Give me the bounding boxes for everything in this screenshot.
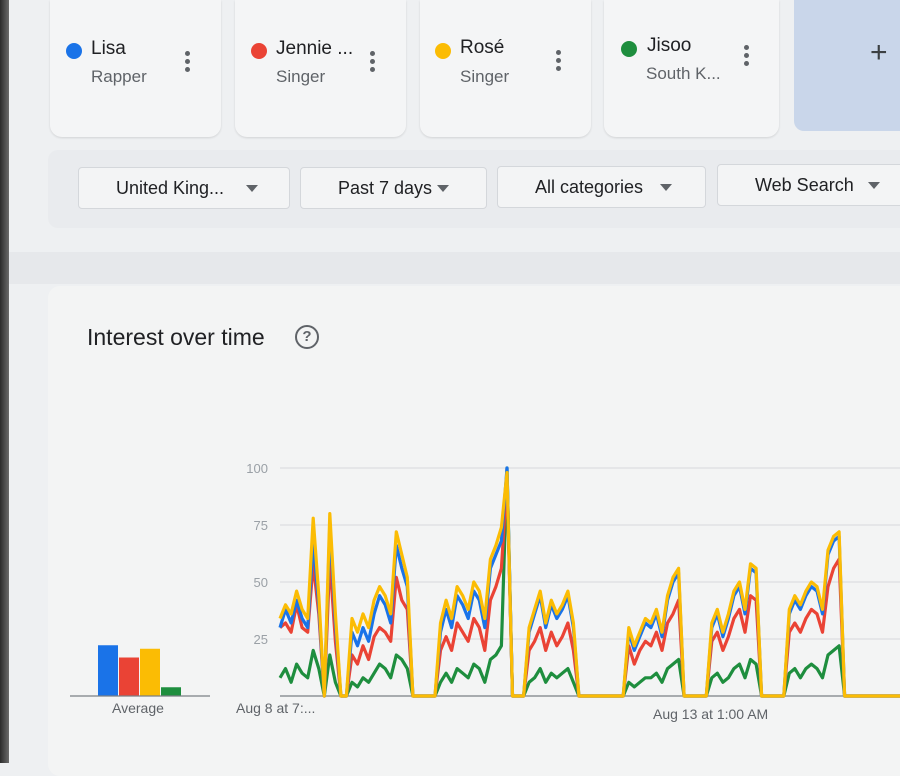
average-bar-chart <box>70 645 210 697</box>
help-icon[interactable]: ? <box>295 325 319 349</box>
term-card-lisa[interactable]: Lisa Rapper <box>50 0 221 137</box>
y-tick-label: 25 <box>254 632 268 647</box>
more-vert-icon[interactable] <box>743 45 749 67</box>
term-subtitle-jisoo: South K... <box>646 64 721 83</box>
screen-edge <box>0 0 9 763</box>
average-label: Average <box>112 700 164 716</box>
add-icon[interactable]: + <box>870 36 888 69</box>
rose-color-dot <box>435 43 451 59</box>
jennie-color-dot <box>251 43 267 59</box>
dropdown-arrow-icon <box>868 182 880 189</box>
more-vert-icon[interactable] <box>369 51 375 73</box>
term-subtitle-rose: Singer <box>460 67 510 86</box>
term-card-rose[interactable]: Rosé Singer <box>420 0 591 137</box>
interest-over-time-panel <box>48 286 900 776</box>
more-vert-icon[interactable] <box>184 51 190 73</box>
average-bar-lisa <box>98 645 118 696</box>
search-type-dropdown[interactable]: Web Search <box>717 164 900 206</box>
region-dropdown-label: United King... <box>116 178 225 198</box>
term-card-jennie[interactable]: Jennie ... Singer <box>235 0 406 137</box>
category-dropdown-label: All categories <box>535 177 644 197</box>
average-bar-rosé <box>140 648 160 696</box>
term-card-jisoo[interactable]: Jisoo South K... <box>604 0 779 137</box>
search-type-dropdown-label: Web Search <box>755 175 854 195</box>
panel-title: Interest over time <box>87 324 265 350</box>
category-dropdown[interactable]: All categories <box>497 166 706 208</box>
time-range-dropdown[interactable]: Past 7 days <box>300 167 487 209</box>
jisoo-color-dot <box>621 41 637 57</box>
dropdown-arrow-icon <box>660 184 672 191</box>
lisa-color-dot <box>66 43 82 59</box>
y-tick-label: 100 <box>246 461 268 476</box>
series-line-rosé <box>278 471 900 698</box>
average-bar-jisoo <box>161 687 181 696</box>
term-name-rose: Rosé <box>460 37 505 58</box>
average-bar-jennie <box>119 657 139 696</box>
y-tick-label: 75 <box>254 518 268 533</box>
dropdown-arrow-icon <box>437 185 449 192</box>
section-divider <box>9 252 900 284</box>
x-tick-label: Aug 13 at 1:00 AM <box>653 706 769 722</box>
term-name-jennie: Jennie ... <box>276 38 354 59</box>
y-tick-label: 50 <box>254 575 268 590</box>
term-subtitle-lisa: Rapper <box>91 67 147 86</box>
term-subtitle-jennie: Singer <box>276 67 326 86</box>
x-tick-label: Aug 8 at 7:... <box>236 700 316 716</box>
more-vert-icon[interactable] <box>555 50 561 72</box>
term-name-jisoo: Jisoo <box>647 35 692 56</box>
interest-line-chart[interactable]: 100 75 50 25 <box>236 455 900 701</box>
add-comparison-card[interactable] <box>794 0 900 131</box>
region-dropdown[interactable]: United King... <box>78 167 290 209</box>
time-range-dropdown-label: Past 7 days <box>338 178 433 198</box>
term-name-lisa: Lisa <box>91 38 126 59</box>
dropdown-arrow-icon <box>246 185 258 192</box>
